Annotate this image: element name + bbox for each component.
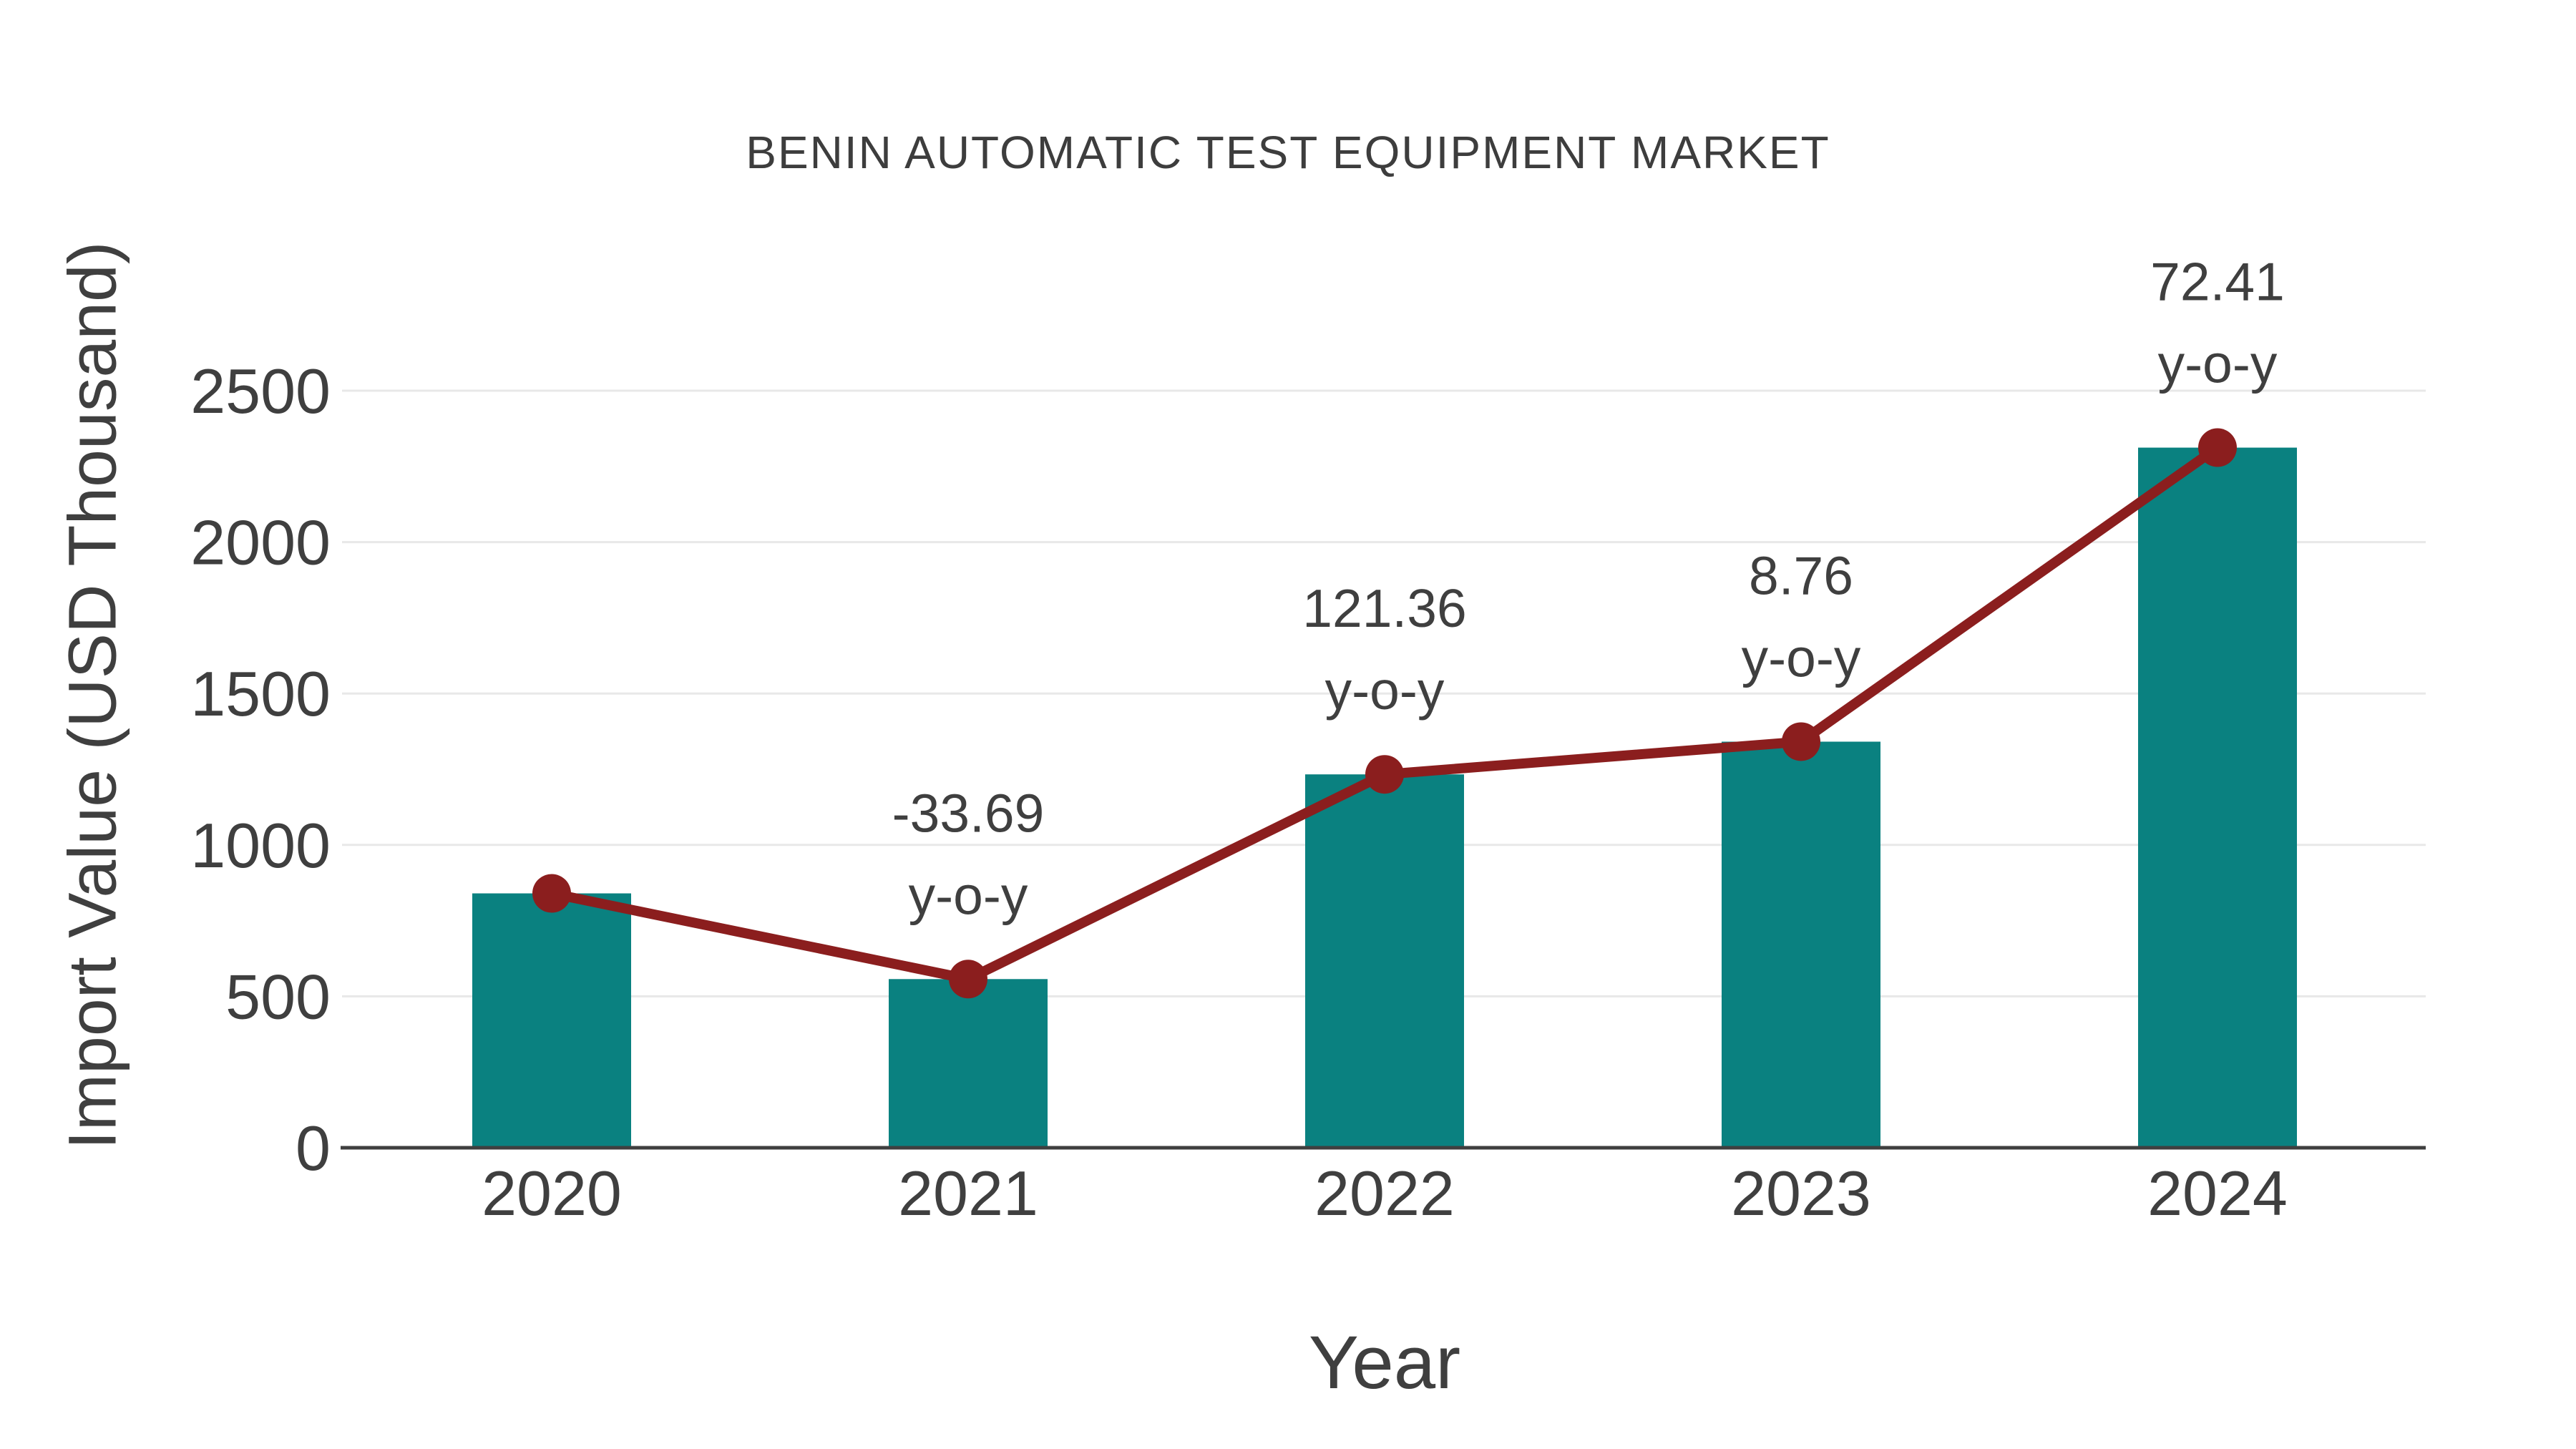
y-tick-label-0: 0 (296, 1113, 331, 1184)
chart-title: BENIN AUTOMATIC TEST EQUIPMENT MARKET (746, 127, 1830, 178)
yoy-suffix-label-2023: y-o-y (1742, 628, 1861, 688)
x-tick-label-2020: 2020 (482, 1158, 622, 1229)
y-tick-label-2500: 2500 (190, 356, 331, 426)
marker-2024 (2198, 428, 2237, 467)
y-tick-label-1000: 1000 (190, 810, 331, 881)
yoy-value-label-2022: 121.36 (1302, 578, 1466, 638)
bar-2021 (889, 979, 1048, 1148)
yoy-suffix-label-2024: y-o-y (2158, 334, 2278, 394)
marker-2021 (949, 960, 987, 999)
marker-2022 (1365, 755, 1404, 794)
y-tick-label-500: 500 (225, 961, 331, 1032)
bar-2023 (1722, 741, 1880, 1148)
x-tick-label-2023: 2023 (1731, 1158, 1871, 1229)
yoy-suffix-label-2022: y-o-y (1325, 660, 1445, 721)
x-axis-title: Year (1308, 1321, 1461, 1405)
y-tick-label-1500: 1500 (190, 658, 331, 729)
y-tick-label-2000: 2000 (190, 507, 331, 578)
x-tick-label-2022: 2022 (1314, 1158, 1455, 1229)
bar-2022 (1305, 774, 1464, 1148)
yoy-value-label-2023: 8.76 (1749, 545, 1853, 605)
bar-2024 (2138, 447, 2297, 1148)
yoy-suffix-label-2021: y-o-y (909, 865, 1028, 925)
marker-2023 (1782, 722, 1820, 761)
yoy-value-label-2021: -33.69 (892, 783, 1045, 843)
yoy-value-label-2024: 72.41 (2150, 252, 2285, 312)
x-tick-label-2021: 2021 (898, 1158, 1038, 1229)
bar-2020 (472, 893, 631, 1148)
x-tick-label-2024: 2024 (2147, 1158, 2288, 1229)
marker-2020 (532, 874, 571, 913)
